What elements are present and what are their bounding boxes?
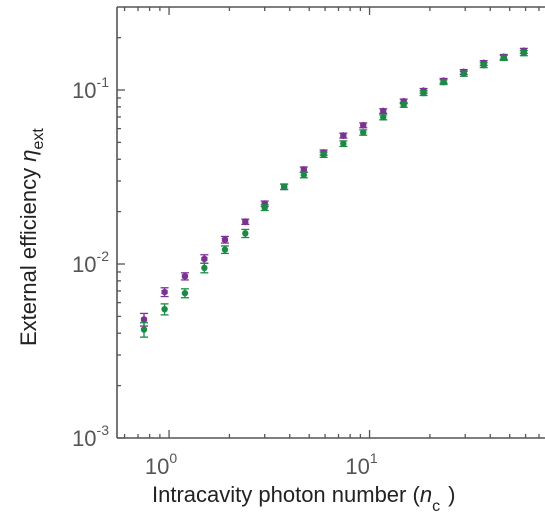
data-point (340, 132, 347, 140)
axes (116, 6, 545, 439)
data-point (161, 305, 168, 313)
y-axis-title: External efficiency ηext (16, 128, 47, 346)
data-point (161, 288, 168, 296)
data-point (480, 61, 487, 69)
data-markers (140, 47, 528, 338)
series-2 (140, 49, 528, 338)
x-tick-label: 100 (145, 450, 177, 479)
data-point (360, 129, 367, 136)
data-point (201, 264, 208, 272)
data-point (500, 54, 507, 62)
data-point (440, 78, 447, 86)
data-point (520, 49, 528, 57)
data-point (380, 107, 387, 115)
data-point (221, 236, 229, 244)
ticks (117, 7, 540, 439)
data-point (140, 326, 148, 333)
data-point (400, 101, 407, 109)
data-point (340, 140, 347, 147)
data-point (360, 121, 367, 129)
data-point (140, 315, 148, 324)
y-tick-label: 10-3 (72, 422, 109, 451)
data-point (181, 272, 189, 280)
data-point (300, 165, 307, 174)
y-tick-label: 10-2 (72, 248, 109, 277)
data-point (261, 204, 268, 211)
data-point (460, 70, 467, 77)
x-axis-title: Intracavity photon number (nc) (152, 482, 455, 515)
data-point (300, 171, 308, 179)
x-tick-label: 101 (345, 450, 377, 479)
data-point (221, 246, 229, 253)
tick-labels: 10-1 10-2 10-3 100 101 (72, 74, 378, 479)
data-point (242, 230, 249, 237)
data-point (242, 218, 249, 226)
data-point (420, 89, 427, 97)
data-point (181, 289, 189, 297)
data-point (201, 255, 208, 263)
y-tick-label: 10-1 (72, 74, 109, 103)
data-point (380, 114, 387, 121)
data-point (320, 151, 327, 158)
data-point (280, 183, 288, 190)
series-1 (140, 47, 528, 327)
